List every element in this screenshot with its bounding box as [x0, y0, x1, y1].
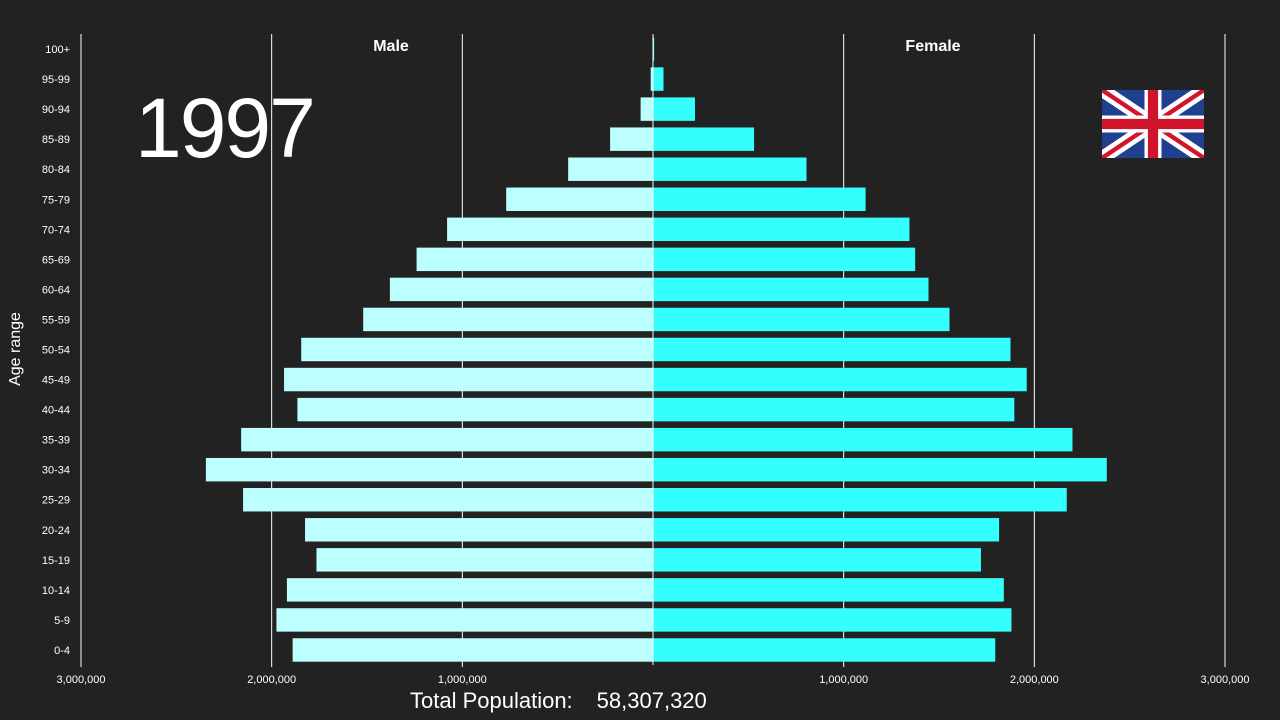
female-bar-50-54 — [653, 337, 1011, 362]
female-bar-60-64 — [653, 277, 929, 302]
age-label-25-29: 25-29 — [42, 495, 70, 507]
female-bar-75-79 — [653, 187, 866, 211]
united-kingdom-flag-icon — [1102, 90, 1204, 158]
male-bar-65-69 — [416, 247, 653, 272]
female-bar-20-24 — [653, 518, 1000, 542]
x-tick-label-0: 3,000,000 — [57, 674, 106, 686]
male-bar-20-24 — [305, 518, 653, 542]
age-label-80-84: 80-84 — [42, 164, 70, 176]
male-bar-10-14 — [286, 578, 653, 602]
x-tick-label-2: 1,000,000 — [438, 674, 487, 686]
male-bar-5-9 — [276, 608, 653, 632]
male-bar-90-94 — [640, 97, 653, 121]
female-bar-55-59 — [653, 307, 950, 332]
male-bar-75-79 — [506, 187, 653, 211]
male-bar-80-84 — [568, 157, 653, 181]
female-bar-90-94 — [653, 97, 695, 121]
age-label-5-9: 5-9 — [54, 615, 70, 627]
male-bar-40-44 — [297, 397, 653, 422]
female-bar-40-44 — [653, 397, 1015, 422]
x-tick-label-1: 2,000,000 — [247, 674, 296, 686]
age-label-95-99: 95-99 — [42, 74, 70, 86]
male-bar-0-4 — [292, 638, 653, 662]
male-bar-30-34 — [205, 457, 654, 482]
male-bar-15-19 — [316, 548, 653, 572]
age-label-75-79: 75-79 — [42, 194, 70, 206]
age-label-15-19: 15-19 — [42, 555, 70, 567]
age-label-35-39: 35-39 — [42, 435, 70, 447]
age-label-40-44: 40-44 — [42, 405, 70, 417]
female-bar-10-14 — [653, 578, 1004, 602]
male-label: Male — [373, 38, 409, 55]
male-bar-45-49 — [284, 367, 653, 392]
female-bar-100+ — [653, 37, 655, 61]
male-bar-60-64 — [389, 277, 653, 302]
total-population: Total Population: 58,307,320 — [410, 688, 707, 714]
age-label-0-4: 0-4 — [54, 645, 70, 657]
male-bar-95-99 — [650, 67, 653, 91]
female-label: Female — [905, 38, 961, 55]
age-label-55-59: 55-59 — [42, 314, 70, 326]
female-bar-15-19 — [653, 548, 981, 572]
female-bar-45-49 — [653, 367, 1027, 392]
x-tick-label-4: 1,000,000 — [819, 674, 868, 686]
female-bar-35-39 — [653, 427, 1073, 452]
female-bar-85-89 — [653, 127, 755, 151]
male-bar-55-59 — [363, 307, 653, 332]
male-bar-85-89 — [610, 127, 653, 151]
male-bar-35-39 — [241, 427, 653, 452]
female-bar-80-84 — [653, 157, 807, 181]
age-label-50-54: 50-54 — [42, 345, 70, 357]
male-bar-70-74 — [447, 217, 653, 242]
x-tick-label-6: 3,000,000 — [1201, 674, 1250, 686]
male-bar-50-54 — [301, 337, 653, 362]
female-bar-70-74 — [653, 217, 910, 242]
total-population-value: 58,307,320 — [596, 688, 707, 713]
age-label-10-14: 10-14 — [42, 585, 70, 597]
age-label-20-24: 20-24 — [42, 525, 70, 537]
year-display: 1997 — [135, 81, 316, 175]
age-label-100+: 100+ — [45, 44, 70, 56]
female-bar-65-69 — [653, 247, 916, 272]
female-bar-5-9 — [653, 608, 1012, 632]
age-label-30-34: 30-34 — [42, 465, 70, 477]
age-label-65-69: 65-69 — [42, 254, 70, 266]
age-label-45-49: 45-49 — [42, 375, 70, 387]
female-bar-95-99 — [653, 67, 664, 91]
female-bar-0-4 — [653, 638, 996, 662]
y-axis-label: Age range — [7, 312, 24, 386]
age-label-60-64: 60-64 — [42, 284, 70, 296]
age-label-90-94: 90-94 — [42, 104, 70, 116]
female-bar-25-29 — [653, 488, 1067, 512]
age-label-70-74: 70-74 — [42, 224, 70, 236]
x-tick-label-5: 2,000,000 — [1010, 674, 1059, 686]
total-population-label: Total Population: — [410, 688, 573, 713]
male-bar-25-29 — [243, 488, 654, 512]
female-bar-30-34 — [653, 457, 1107, 482]
age-label-85-89: 85-89 — [42, 134, 70, 146]
